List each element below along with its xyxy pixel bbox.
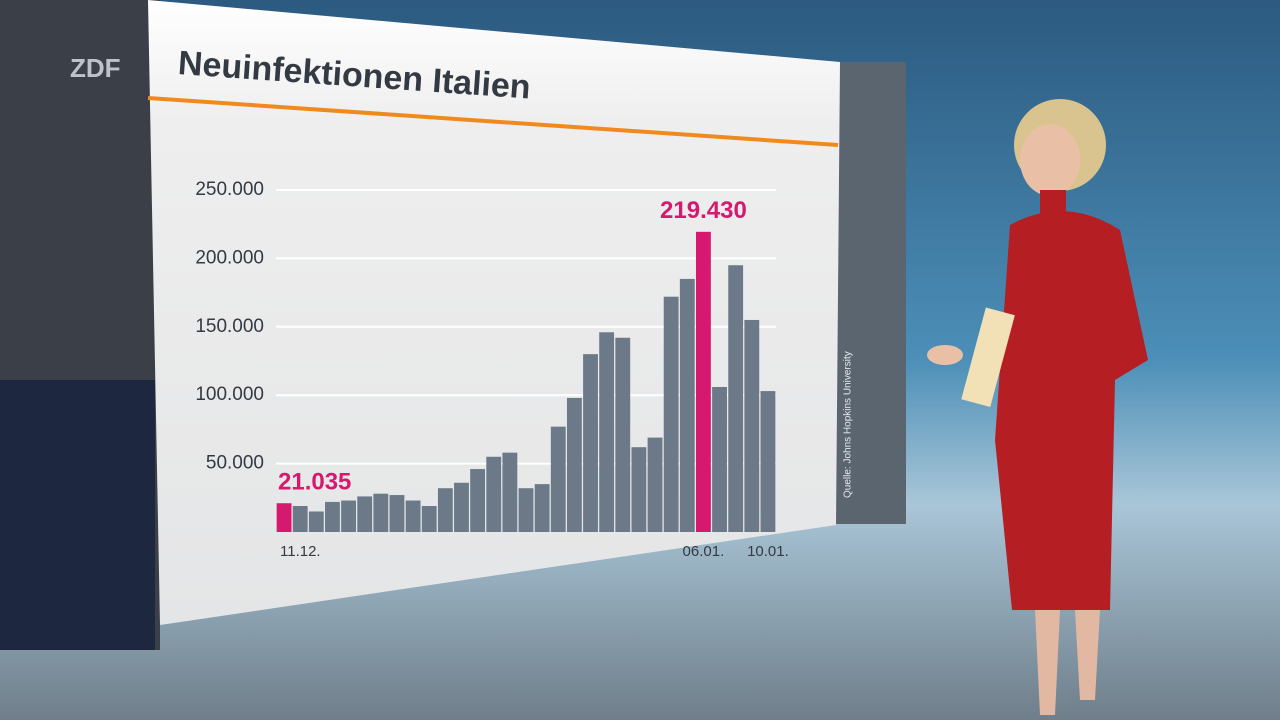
y-tick-label: 150.000: [195, 316, 264, 337]
x-tick-label: 11.12.: [280, 543, 321, 560]
side-photo: [836, 62, 906, 524]
y-tick-label: 250.000: [195, 179, 264, 200]
bar: [631, 447, 647, 532]
y-tick-label: 50.000: [206, 453, 264, 474]
bar: [760, 391, 776, 532]
bar: [599, 332, 615, 532]
bar: [728, 265, 744, 532]
bar: [389, 495, 405, 532]
y-tick-label: 100.000: [195, 384, 264, 405]
bar: [583, 354, 598, 532]
bar: [518, 488, 534, 532]
bar: [566, 397, 582, 532]
bar: [712, 386, 727, 532]
bar: [276, 503, 292, 532]
bar: [373, 493, 389, 532]
x-tick-label: 10.01.: [747, 543, 789, 560]
bar: [502, 452, 518, 532]
bar: [550, 426, 566, 532]
bar: [744, 319, 760, 532]
bar: [647, 437, 663, 532]
bar: [341, 500, 356, 532]
bar: [292, 506, 308, 532]
source-note: Quelle: Johns Hopkins University: [843, 351, 854, 498]
logo: ZDF: [70, 53, 121, 83]
y-tick-label: 200.000: [195, 247, 264, 268]
bar: [534, 484, 550, 532]
presenter: [927, 99, 1148, 715]
x-tick-label: 06.01.: [683, 543, 725, 560]
bar: [421, 506, 437, 532]
bar: [308, 511, 324, 532]
bar: [437, 488, 453, 532]
title-rule: [147, 96, 839, 147]
bar: [615, 337, 631, 532]
value-label: 219.430: [660, 197, 747, 224]
value-label: 21.035: [278, 469, 351, 496]
photo-people: [0, 380, 155, 650]
bar: [679, 278, 695, 532]
bar: [696, 231, 711, 532]
bar: [405, 500, 421, 532]
bar: [470, 469, 486, 532]
bar: [663, 296, 679, 532]
bar: [325, 501, 340, 532]
bar: [486, 456, 502, 532]
bar: [454, 482, 469, 532]
bar: [357, 496, 373, 532]
